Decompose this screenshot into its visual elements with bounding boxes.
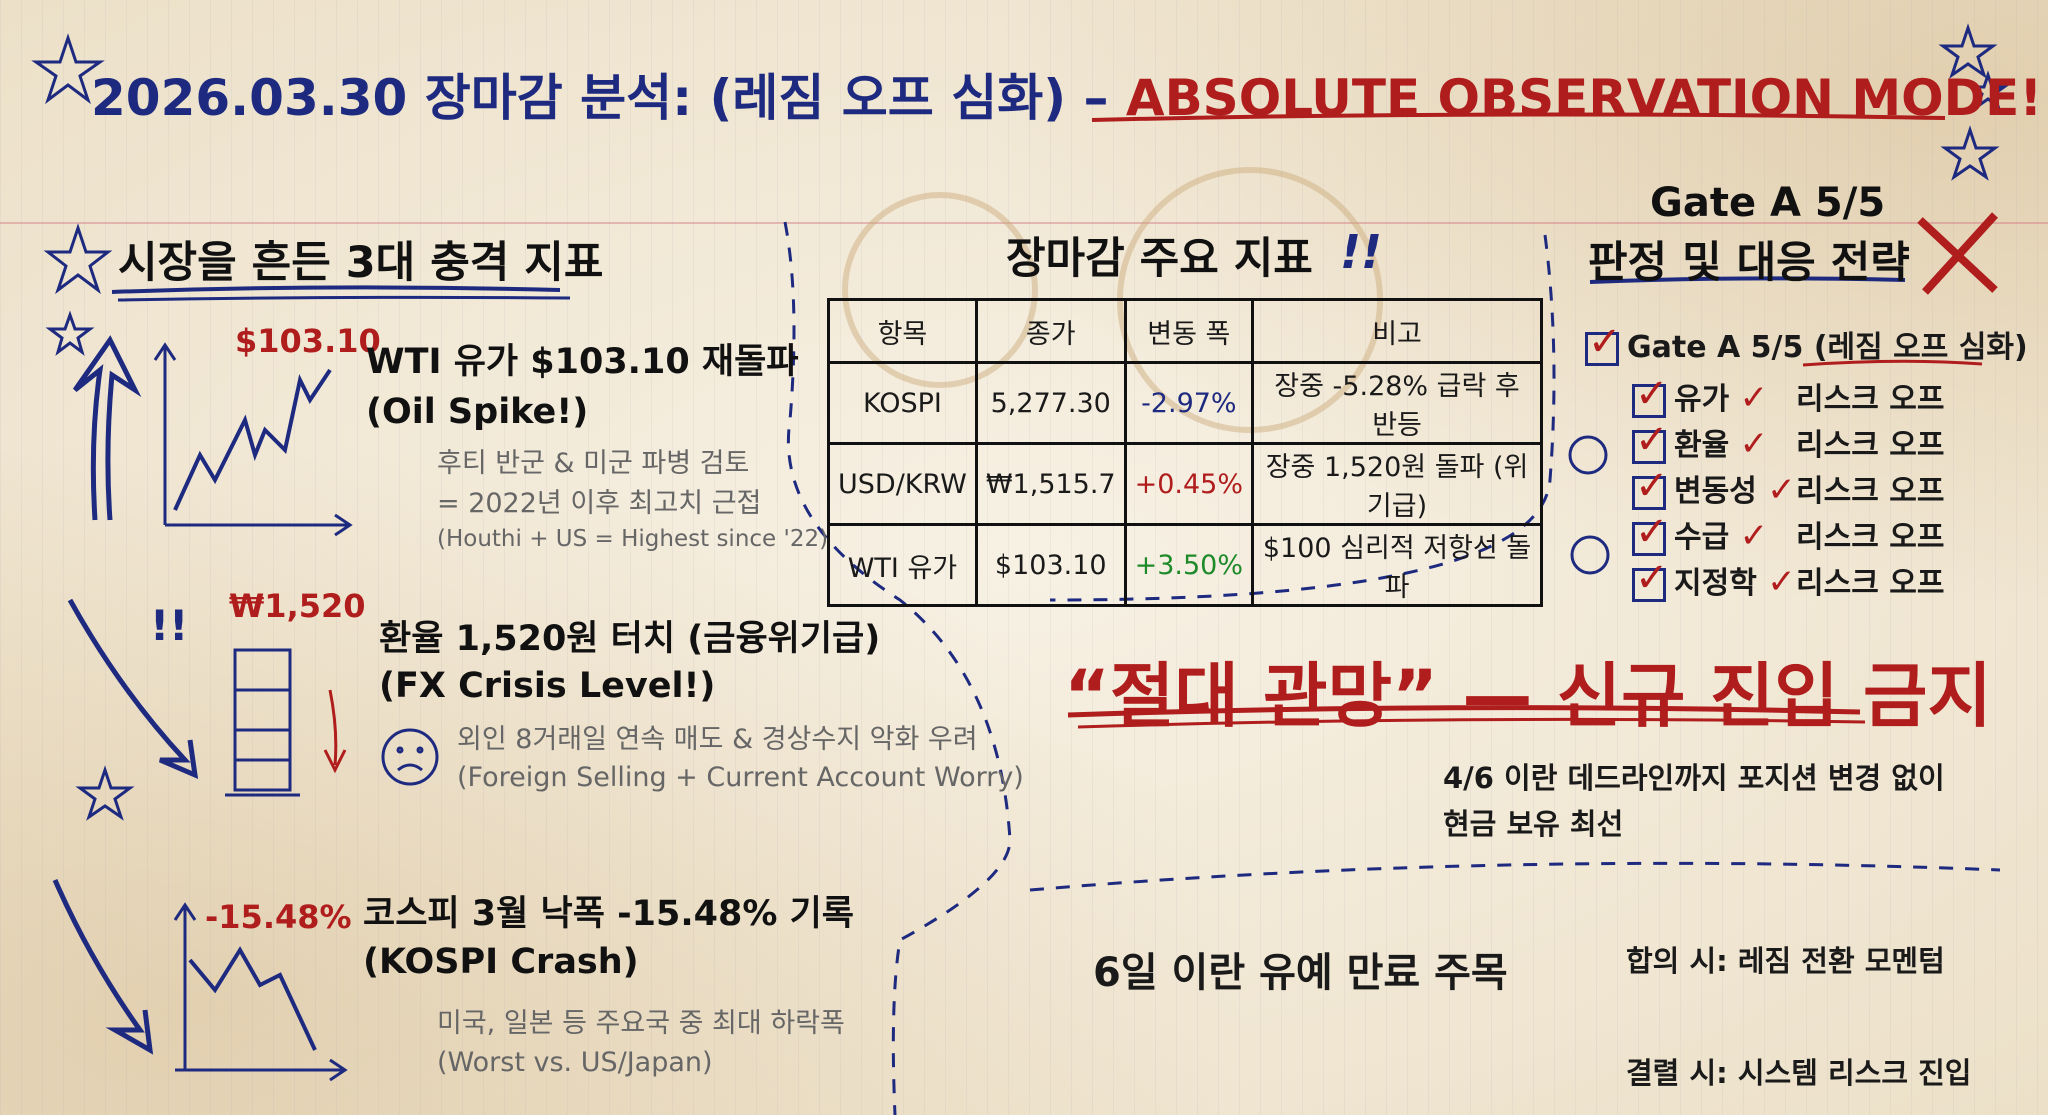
exclaim-mark: !!: [150, 601, 188, 650]
skull-icon: [1568, 435, 1608, 475]
gate-check-status: 리스크 오프: [1796, 428, 1945, 463]
gate-check-item: 환율 ✓: [1632, 417, 1769, 464]
check-mark-icon: ✓: [1739, 516, 1769, 556]
wti-value: $103.10: [235, 322, 381, 360]
checked-box-icon: [1632, 417, 1669, 464]
cell-note: 장중 1,520원 돌파 (위기급): [1251, 442, 1544, 526]
star-icon: [31, 33, 105, 105]
sad-face-icon: [381, 728, 439, 786]
table-header-row: 항목 종가 변동 폭 비고: [827, 298, 1544, 364]
fx-note: (Foreign Selling + Current Account Worry…: [457, 762, 1024, 793]
star-icon: [1938, 23, 1998, 79]
down-arrow-icon: [67, 598, 199, 780]
wti-note: (Houthi + US = Highest since '22): [437, 526, 829, 552]
fx-note: 외인 8거래일 연속 매도 & 경상수지 악화 우려: [457, 724, 978, 755]
wti-note: 후티 반군 & 미군 파병 검토: [437, 448, 750, 479]
column-header: 종가: [974, 298, 1127, 364]
x-mark-icon: [1917, 212, 1998, 295]
wti-title: WTI 유가 $103.10 재돌파: [366, 342, 799, 382]
star-icon: [43, 223, 113, 295]
cell-change: +0.45%: [1123, 442, 1255, 526]
cell-change: -2.97%: [1123, 361, 1255, 445]
checked-box-icon: [1632, 463, 1669, 510]
gate-main-check: Gate A 5/5 (레짐 오프 심화): [1585, 319, 2028, 366]
indicators-table: 항목 종가 변동 폭 비고 KOSPI 5,277.30 -2.97% 장중 -…: [827, 298, 1544, 607]
gate-check-item: 지정학 ✓: [1632, 555, 1796, 602]
scenario-agree: 합의 시: 레짐 전환 모멘텀: [1626, 944, 1945, 978]
scenario-fail: 결렬 시: 시스템 리스크 진입: [1626, 1056, 1972, 1090]
gate-check-item: 유가 ✓: [1632, 371, 1769, 418]
table-row: WTI 유가 $103.10 +3.50% $100 심리적 저항선 돌파: [827, 523, 1544, 607]
column-header: 변동 폭: [1123, 298, 1255, 364]
checked-box-icon: [1632, 555, 1669, 602]
cell-item: WTI 유가: [827, 523, 978, 607]
exclaim-mark: !!: [1340, 225, 1382, 279]
check-mark-icon: ✓: [1767, 470, 1796, 510]
margin-line: [0, 222, 2048, 224]
column-header: 항목: [827, 298, 978, 364]
table-row: KOSPI 5,277.30 -2.97% 장중 -5.28% 급락 후 반등: [827, 361, 1544, 445]
wti-note: = 2022년 이후 최고치 근접: [437, 488, 762, 519]
strategy-banner: “절대 관망” — 신규 진입 금지: [1064, 655, 1992, 737]
down-arrow-icon: [52, 878, 154, 1055]
skull-icon: [1570, 535, 1610, 575]
down-red-arrow-icon: [323, 689, 347, 774]
checked-box-icon: [1632, 509, 1669, 556]
strategy-body: 현금 보유 최선: [1443, 807, 1624, 841]
cell-close: ₩1,515.7: [974, 442, 1127, 526]
gate-check-status: 리스크 오프: [1796, 520, 1945, 555]
gate-check-status: 리스크 오프: [1796, 474, 1945, 509]
indicators-heading: 장마감 주요 지표: [1006, 234, 1313, 284]
gate-subheading: 판정 및 대응 전략: [1588, 238, 1910, 288]
cell-item: USD/KRW: [827, 442, 978, 526]
check-mark-icon: ✓: [1739, 424, 1769, 464]
up-arrow-icon: [72, 335, 142, 521]
gate-tag: (레짐 오프 심화): [1813, 330, 2028, 365]
checked-box-icon: [1632, 371, 1669, 418]
cell-change: +3.50%: [1123, 523, 1255, 607]
wti-subtitle: (Oil Spike!): [366, 392, 589, 432]
falling-chart-icon: [173, 902, 348, 1082]
column-header: 비고: [1251, 298, 1544, 364]
watch-headline: 6일 이란 유예 만료 주목: [1093, 950, 1508, 996]
gate-heading: Gate A 5/5: [1650, 180, 1886, 226]
check-mark-icon: ✓: [1739, 378, 1769, 418]
gate-check-item: 변동성 ✓: [1632, 463, 1796, 510]
gate-check-item: 수급 ✓: [1632, 509, 1769, 556]
checked-box-icon: [1585, 319, 1622, 366]
star-icon: [45, 310, 95, 356]
page-title: 2026.03.30 장마감 분석: (레짐 오프 심화) – ABSOLUTE…: [91, 69, 2043, 127]
fx-title: 환율 1,520원 터치 (금융위기급): [379, 619, 881, 659]
shocks-heading: 시장을 흔든 3대 충격 지표: [118, 238, 604, 288]
kospi-title: 코스피 3월 낙폭 -15.48% 기록: [363, 894, 854, 934]
cell-note: 장중 -5.28% 급락 후 반등: [1251, 361, 1544, 445]
fx-value: ₩1,520: [229, 587, 366, 625]
kospi-value: -15.48%: [205, 898, 352, 936]
kospi-note: (Worst vs. US/Japan): [437, 1047, 713, 1078]
cell-note: $100 심리적 저항선 돌파: [1251, 523, 1544, 607]
star-icon: [1940, 125, 2000, 181]
strategy-body: 4/6 이란 데드라인까지 포지션 변경 없이: [1443, 761, 1945, 795]
cell-close: 5,277.30: [974, 361, 1127, 445]
cell-close: $103.10: [974, 523, 1127, 607]
rising-chart-icon: [153, 342, 353, 537]
leaning-tower-icon: [225, 648, 300, 797]
star-icon: [75, 765, 135, 821]
table-row: USD/KRW ₩1,515.7 +0.45% 장중 1,520원 돌파 (위기…: [827, 442, 1544, 526]
gate-check-status: 리스크 오프: [1796, 566, 1945, 601]
cell-item: KOSPI: [827, 361, 978, 445]
check-mark-icon: ✓: [1767, 562, 1796, 602]
star-icon: [1967, 70, 2009, 110]
kospi-note: 미국, 일본 등 주요국 중 최대 하락폭: [437, 1008, 845, 1039]
kospi-subtitle: (KOSPI Crash): [363, 942, 639, 982]
gate-check-status: 리스크 오프: [1796, 382, 1945, 417]
fx-subtitle: (FX Crisis Level!): [379, 666, 716, 706]
